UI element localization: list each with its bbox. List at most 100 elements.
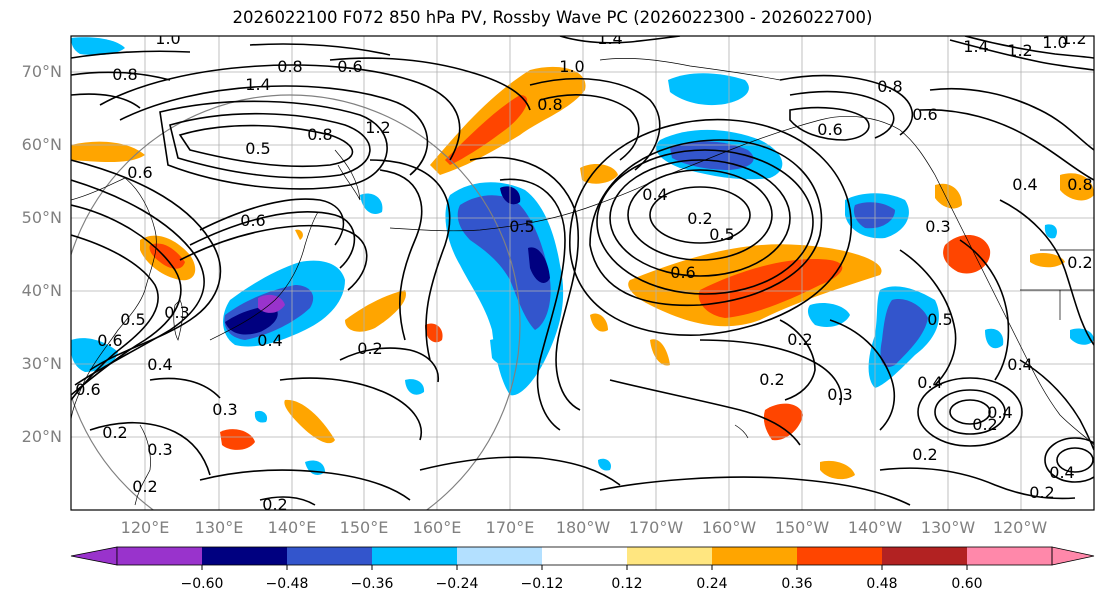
pv-contour-label: 0.5	[709, 225, 734, 244]
anomaly-positive-shade	[1060, 173, 1094, 201]
colorbar-segment	[712, 547, 797, 565]
pv-contour-label: 0.6	[75, 380, 100, 399]
anomaly-negative-shade	[598, 458, 611, 471]
pv-contour-line	[179, 224, 368, 291]
pv-contour-label: 0.8	[112, 65, 137, 84]
pv-contour-line	[119, 85, 429, 176]
pv-contour-label: 0.2	[262, 495, 287, 514]
pv-contour-line	[599, 476, 911, 506]
pv-contour-label: 0.6	[670, 263, 695, 282]
anomaly-positive-shade	[1030, 252, 1065, 268]
pv-contour-line	[1019, 359, 1094, 451]
pv-contour-label: 1.2	[1061, 29, 1086, 48]
pv-contour-label: 0.3	[147, 440, 172, 459]
colorbar-segment	[627, 547, 712, 565]
lon-label: 140°E	[267, 518, 317, 537]
lat-label: 20°N	[21, 427, 62, 446]
coastline-kamchatka	[334, 149, 361, 201]
pv-contour-line	[329, 57, 531, 111]
pv-contour-line	[71, 159, 222, 371]
pv-contour-line	[71, 234, 159, 401]
colorbar-extend-left	[70, 546, 118, 566]
pv-contour-line	[1056, 447, 1094, 473]
pv-contour-line	[779, 319, 816, 401]
coastline-japan	[209, 211, 319, 341]
pv-contour-line	[178, 124, 354, 168]
lat-label: 60°N	[21, 135, 62, 154]
anomaly-positive-shade	[935, 183, 962, 209]
range-circle	[71, 94, 521, 510]
coastline-aleutians	[389, 179, 656, 232]
pv-contour-line	[964, 36, 1094, 59]
colorbar-segment	[542, 547, 627, 565]
colorbar-segment	[882, 547, 967, 565]
pv-contour-label: 0.4	[642, 185, 667, 204]
map-title: 2026022100 F072 850 hPa PV, Rossby Wave …	[232, 8, 873, 27]
pv-contour-line	[596, 149, 814, 295]
pv-contour-label: 1.2	[365, 118, 390, 137]
pv-contour-label: 1.2	[1007, 41, 1032, 60]
anomaly-negative-shade	[528, 247, 550, 283]
pv-contour-line	[259, 496, 316, 506]
pv-contour-line	[917, 377, 1023, 447]
pv-contour-label: 0.6	[240, 211, 265, 230]
pv-contour-label: 0.3	[164, 303, 189, 322]
pv-contour-line	[789, 90, 895, 139]
pv-contour-line	[189, 211, 356, 269]
pv-contour-label: 0.4	[147, 355, 172, 374]
pv-contour-line	[469, 156, 581, 411]
pv-contour-line	[279, 377, 422, 441]
anomaly-positive-shade	[820, 460, 855, 480]
pv-contour-line	[199, 469, 411, 501]
anomaly-negative-shade	[225, 306, 278, 335]
lon-label: 160°W	[701, 518, 757, 537]
pv-contour-label: 0.2	[102, 423, 127, 442]
colorbar	[70, 546, 1095, 570]
colorbar-ticks	[201, 565, 968, 570]
pv-contour-line	[169, 112, 371, 179]
anomaly-negative-shade	[853, 202, 895, 229]
pv-contour-label: 0.5	[245, 139, 270, 158]
anomaly-positive-shade	[284, 399, 335, 444]
pv-contour-line	[71, 50, 191, 59]
coastline-philippines	[134, 424, 151, 506]
pv-contour-line	[539, 94, 640, 161]
pv-contour-line	[699, 339, 842, 406]
colorbar-segment	[372, 547, 457, 565]
pv-contour-line	[71, 204, 182, 396]
pv-contour-line	[929, 87, 1094, 151]
pv-contour-label-group: 1.0 0.8 0.6 1.4 1.2 1.0 1.4 1.2 1.0 0.8 …	[75, 29, 1092, 514]
pv-contour-line	[569, 118, 853, 336]
coastline-alaska	[654, 116, 966, 236]
pv-contour-label: 1.0	[155, 29, 180, 48]
pv-contour-line	[71, 93, 141, 109]
pv-contour-label: 0.2	[912, 445, 937, 464]
lon-label: 120°E	[120, 518, 170, 537]
lat-label: 30°N	[21, 354, 62, 373]
pv-contour-line	[339, 347, 439, 383]
pv-contour-line	[627, 169, 773, 261]
pv-contour-line	[879, 467, 1076, 500]
pv-contour-label: 0.3	[212, 400, 237, 419]
pv-contour-label: 0.6	[817, 120, 842, 139]
colorbar-tick-label: 0.24	[696, 576, 728, 592]
colorbar-segment	[457, 547, 542, 565]
pv-contour-label: 1.4	[963, 37, 988, 56]
pv-contour-line	[499, 178, 566, 431]
colorbar-segment	[967, 547, 1052, 565]
coastlines	[71, 58, 1094, 506]
colorbar-tick-label: 0.12	[611, 576, 643, 592]
anomaly-negative-shade	[360, 193, 383, 215]
anomaly-negative-shade	[254, 410, 268, 423]
pv-contour-label: 0.2	[1067, 253, 1092, 272]
coastline-arctic	[599, 58, 781, 81]
lon-label: 160°E	[412, 518, 462, 537]
anomaly-positive-shade	[590, 313, 608, 332]
pv-contour-line	[934, 389, 1006, 435]
lon-label: 170°W	[628, 518, 684, 537]
colorbar-segment	[202, 547, 287, 565]
lon-label: 180°W	[555, 518, 611, 537]
pv-contour-label: 0.2	[787, 330, 812, 349]
pv-contour-line	[559, 36, 681, 44]
